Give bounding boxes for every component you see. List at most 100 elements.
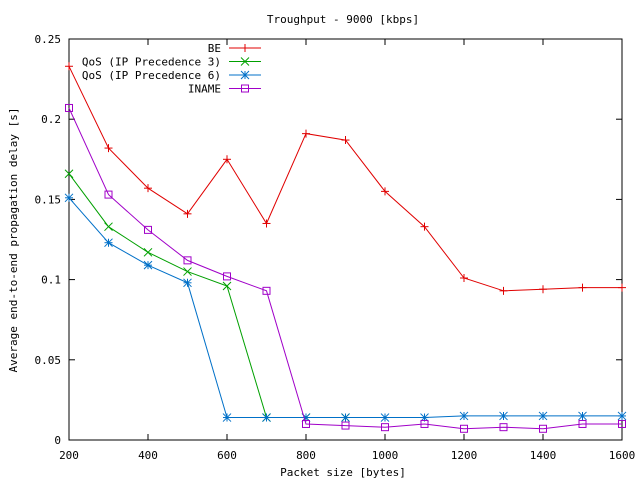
data-point-stroke — [104, 222, 113, 232]
data-point — [499, 423, 508, 432]
series-3 — [65, 103, 626, 433]
data-point-stroke — [183, 267, 192, 276]
x-tick-label: 800 — [296, 449, 316, 462]
data-point — [538, 411, 548, 421]
data-point — [617, 411, 627, 421]
legend-swatch-marker — [241, 44, 249, 52]
data-point-stroke — [499, 423, 508, 432]
data-point — [104, 222, 113, 232]
data-point-stroke — [381, 423, 389, 432]
legend-swatch-marker-stroke — [240, 57, 250, 66]
data-point — [104, 238, 113, 248]
data-point — [144, 225, 152, 234]
data-point-stroke — [183, 278, 192, 288]
data-point — [578, 283, 587, 292]
data-point-stroke — [341, 413, 350, 422]
data-point-stroke — [222, 413, 232, 422]
data-point — [104, 190, 113, 199]
x-tick-label: 200 — [59, 449, 79, 462]
data-point — [539, 285, 547, 294]
data-point — [143, 260, 153, 270]
y-tick-label: 0.25 — [35, 33, 62, 46]
data-point-stroke — [617, 411, 627, 421]
data-point-stroke — [104, 190, 113, 199]
data-point-stroke — [539, 424, 547, 433]
data-point-stroke — [64, 193, 74, 203]
data-point — [420, 419, 429, 428]
data-point-stroke — [144, 225, 152, 234]
data-point-stroke — [65, 103, 73, 112]
data-point-stroke — [499, 411, 508, 421]
data-point-stroke — [618, 419, 626, 428]
data-point — [262, 286, 271, 295]
data-point-stroke — [183, 256, 192, 265]
data-point — [183, 256, 192, 265]
data-point — [223, 155, 231, 164]
legend-swatch-marker — [241, 84, 249, 93]
data-point — [341, 413, 350, 422]
series-2 — [64, 193, 627, 422]
data-point-stroke — [143, 247, 153, 257]
data-point — [104, 144, 113, 153]
plot-frame — [68, 38, 623, 441]
x-tick-label: 600 — [217, 449, 237, 462]
data-point — [183, 278, 192, 288]
data-point — [420, 222, 429, 231]
data-point — [302, 419, 310, 428]
series-layer — [64, 62, 627, 433]
legend-swatch-marker-stroke — [241, 84, 249, 93]
data-point — [262, 219, 271, 228]
legend-swatch-marker-stroke — [240, 70, 250, 80]
ticks-layer: 200 400 600 800 1000 1200 1400 1600 0 0.05 0.1 0.15… — [35, 33, 636, 462]
data-point-stroke — [420, 419, 429, 428]
data-point — [183, 209, 192, 218]
y-tick-label: 0.1 — [41, 274, 61, 287]
data-point-stroke — [538, 411, 548, 421]
series-line — [68, 107, 622, 430]
legend-label: INAME — [188, 83, 221, 96]
data-point — [64, 193, 74, 203]
legend-label: BE — [208, 42, 221, 55]
data-point — [222, 281, 232, 291]
data-point-stroke — [143, 260, 153, 270]
x-axis-title: Packet size [bytes] — [280, 466, 406, 479]
data-point — [143, 247, 153, 257]
data-point — [539, 424, 547, 433]
data-point — [381, 187, 389, 196]
data-point — [499, 286, 508, 295]
data-point-stroke — [222, 281, 232, 291]
x-tick-label: 400 — [138, 449, 158, 462]
data-point-stroke — [578, 419, 587, 428]
data-point-stroke — [459, 411, 469, 421]
data-point — [144, 184, 152, 193]
series-line — [68, 173, 346, 418]
data-point-stroke — [460, 424, 468, 433]
data-point — [65, 62, 73, 71]
data-point-stroke — [64, 169, 74, 179]
data-point — [618, 419, 626, 428]
x-tick-label: 1000 — [372, 449, 399, 462]
series-0 — [65, 62, 626, 295]
data-point — [460, 273, 468, 282]
legend-label: QoS (IP Precedence 6) — [82, 69, 221, 82]
legend-swatch-marker — [240, 57, 250, 66]
data-point — [578, 411, 587, 421]
data-point — [341, 136, 350, 145]
data-point — [262, 413, 271, 422]
data-point — [222, 413, 232, 422]
data-point — [64, 169, 74, 179]
data-point-stroke — [104, 238, 113, 248]
series-line — [68, 66, 622, 292]
data-point-stroke — [341, 421, 350, 430]
series-1 — [64, 169, 350, 422]
y-tick-label: 0.2 — [41, 113, 61, 126]
data-point — [302, 129, 310, 138]
data-point-stroke — [262, 286, 271, 295]
data-point-stroke — [302, 419, 310, 428]
data-point — [183, 267, 192, 276]
data-point — [460, 424, 468, 433]
data-point — [499, 411, 508, 421]
